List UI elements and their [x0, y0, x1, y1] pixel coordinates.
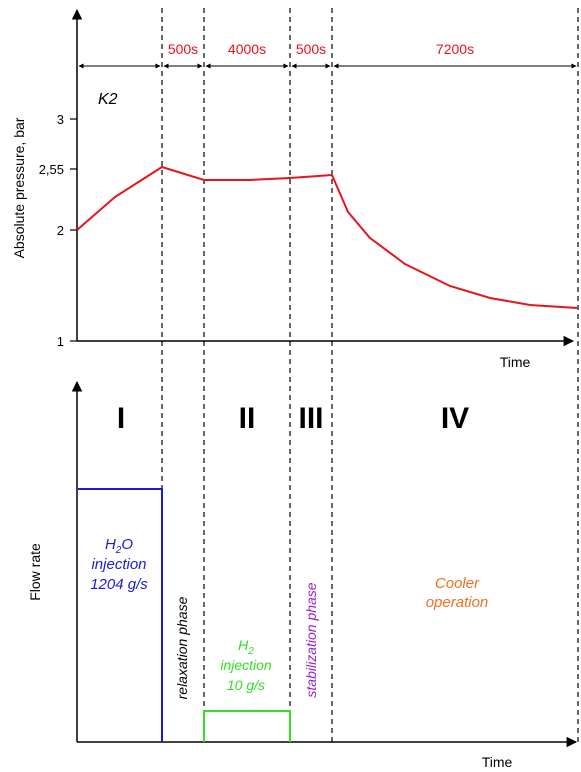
top-y-axis-label: Absolute pressure, bar	[11, 117, 27, 258]
phase-label-3: III	[298, 402, 323, 435]
phase-boundaries	[161, 8, 579, 742]
phase-label-1: I	[117, 402, 125, 435]
relaxation-phase-label: relaxation phase	[174, 596, 190, 699]
duration-label-4: 7200s	[436, 41, 474, 57]
top-chart: 1 2 2,55 3 Absolute pressure, bar Time K…	[11, 8, 578, 370]
top-x-axis-label: Time	[500, 354, 531, 370]
h2o-injection-pulse	[78, 488, 163, 742]
y-tick-label-2-55: 2,55	[39, 162, 64, 177]
h2-injection-label-line3: 10 g/s	[227, 677, 265, 693]
stabilization-phase-label: stabilization phase	[303, 582, 319, 697]
y-tick-label-1: 1	[57, 334, 64, 349]
duration-label-1: 500s	[168, 41, 198, 57]
h2-injection-label-line1: H2	[238, 637, 254, 657]
series-label-k2: K2	[98, 91, 118, 108]
cooler-operation-label-line2: operation	[426, 594, 489, 611]
pressure-curve	[76, 165, 578, 309]
phase-label-4: IV	[441, 402, 469, 435]
h2o-injection-label-line1: H2O	[105, 536, 133, 556]
bottom-y-axis-label: Flow rate	[27, 543, 43, 601]
duration-label-2: 4000s	[228, 41, 266, 57]
h2-injection-pulse	[203, 710, 291, 742]
y-tick-label-2: 2	[57, 223, 64, 238]
h2o-injection-label-line2: injection	[91, 556, 146, 573]
bottom-x-axis-label: Time	[482, 754, 513, 770]
duration-label-3: 500s	[296, 41, 326, 57]
bottom-chart: Flow rate Time H2O injection 1204 g/s re…	[27, 380, 578, 770]
phase-label-2: II	[239, 402, 256, 435]
cooler-operation-label-line1: Cooler	[435, 575, 480, 592]
top-y-ticks	[70, 118, 77, 342]
h2o-injection-label-line3: 1204 g/s	[90, 576, 148, 593]
y-tick-label-3: 3	[57, 112, 64, 127]
h2-injection-label-line2: injection	[220, 657, 272, 673]
